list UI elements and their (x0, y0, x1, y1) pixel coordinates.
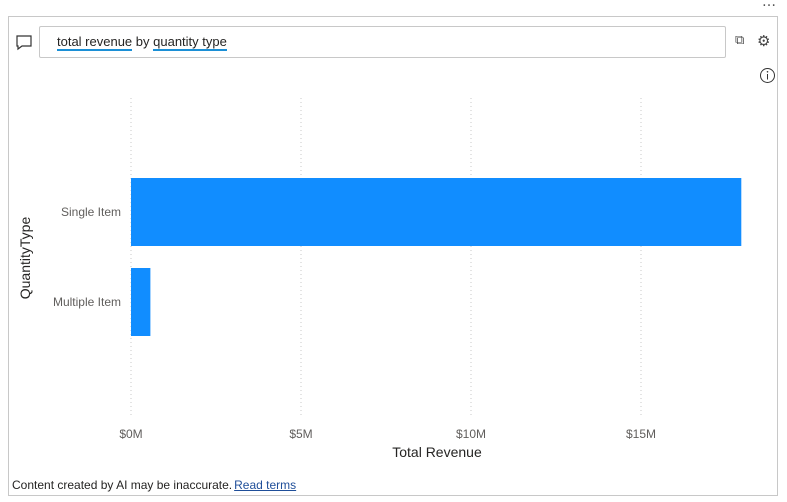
x-tick-label: $10M (456, 427, 486, 441)
question-input[interactable]: total revenue by quantity type (39, 26, 726, 58)
turn-into-visual-icon[interactable]: ⧉ (735, 33, 745, 48)
gear-icon[interactable]: ⚙ (757, 32, 771, 50)
x-tick-label: $5M (289, 427, 312, 441)
more-options-icon[interactable]: … (762, 0, 777, 10)
y-tick-label: Multiple Item (53, 295, 121, 309)
query-connector: by (132, 34, 154, 49)
chat-icon (16, 35, 32, 51)
ai-disclaimer: Content created by AI may be inaccurate. (12, 478, 233, 492)
y-axis-title: QuantityType (17, 217, 33, 300)
x-tick-label: $15M (626, 427, 656, 441)
query-term: quantity type (153, 34, 227, 51)
bar-single-item (131, 178, 742, 246)
read-terms-link[interactable]: Read terms (234, 478, 297, 492)
bar-multiple-item (131, 268, 151, 336)
query-term: total revenue (57, 34, 133, 51)
footer: Content created by AI may be inaccurate.… (12, 478, 296, 492)
x-tick-label: $0M (119, 427, 142, 441)
qna-visual (8, 16, 778, 496)
y-tick-label: Single Item (61, 205, 121, 219)
x-axis-title: Total Revenue (392, 444, 482, 460)
info-icon[interactable] (759, 67, 776, 84)
